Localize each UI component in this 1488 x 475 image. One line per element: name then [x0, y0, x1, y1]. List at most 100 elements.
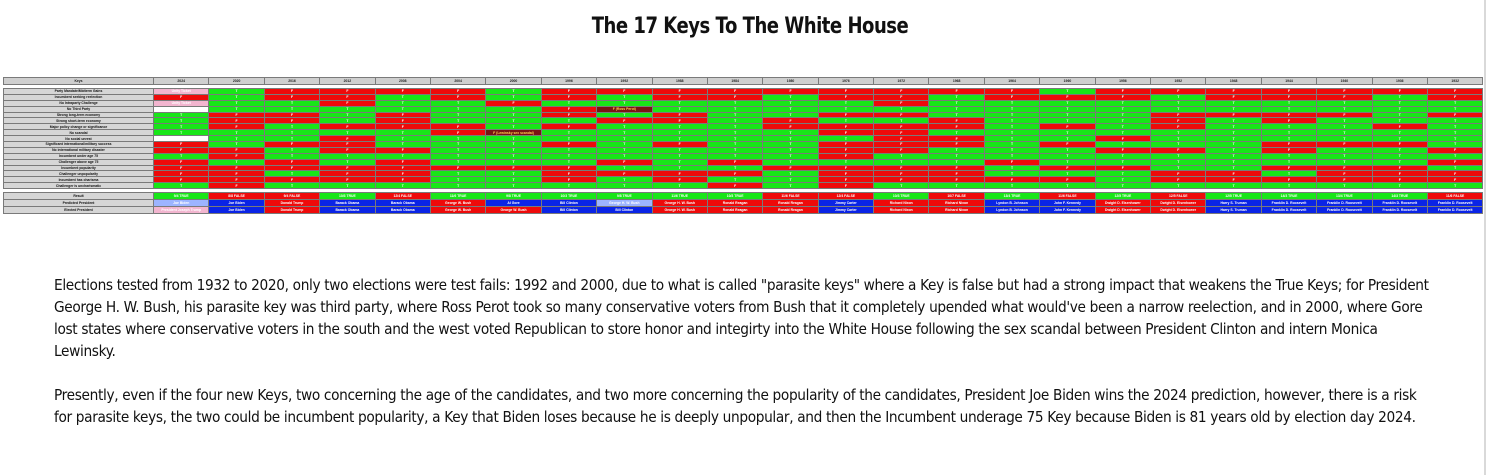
elected-cell: Dwight D. Eisenhower	[1150, 206, 1207, 215]
key-row: No social unrest T T F T T T T T T T T T F F T T F T T T T T T	[3, 135, 1484, 143]
year-header-1980: 1980	[762, 77, 819, 85]
elected-cell: Richard Nixon	[873, 206, 930, 215]
result-cell: 10/3 TRUE	[873, 192, 930, 201]
result-cell: 11/6 FALSE	[1426, 192, 1484, 201]
key-row: Incumbent popularity F F F F F F F F T T T F F F F T F F T T…	[3, 164, 1484, 172]
year-header-1984: 1984	[706, 77, 764, 85]
result-cell: 10/7 FALSE	[928, 192, 985, 201]
key-cell: T	[1426, 135, 1484, 143]
keys-table: Keys 2024 2020 2016 2012 2008 2004 2000 1996 1992…	[3, 77, 1484, 215]
year-header-1960: 1960	[1039, 77, 1096, 85]
predicted-cell: George H. W. Bush	[596, 199, 653, 208]
result-cell: 14/3 TRUE	[1260, 192, 1318, 201]
spacer-cell	[3, 84, 1483, 89]
predicted-cell: Barack Obama	[319, 199, 376, 208]
result-cell: 12/4 FALSE	[374, 192, 431, 201]
elected-cell: Dwight D. Eisenhower	[1094, 206, 1152, 215]
key-cell: T	[1426, 123, 1484, 131]
predicted-cell: Franklin D. Roosevelt	[1426, 199, 1484, 208]
predicted-row: Predicted President Joe Biden Joe Biden Don…	[3, 199, 1484, 208]
elected-cell: George H. W. Bush	[651, 206, 708, 215]
year-header-2024: 2024	[152, 77, 210, 85]
page-title: The 17 Keys To The White House	[591, 14, 909, 39]
elected-cell: Harry S. Truman	[1205, 206, 1262, 215]
predicted-cell: Richard Nixon	[928, 199, 985, 208]
year-header-row: Keys 2024 2020 2016 2012 2008 2004 2000 1996 1992…	[3, 77, 1484, 85]
year-header-1948: 1948	[1205, 77, 1262, 85]
result-cell: 14/3 TRUE	[1371, 192, 1428, 201]
year-header-1972: 1972	[873, 77, 930, 85]
year-header-1976: 1976	[817, 77, 875, 85]
year-header-1932: 1932	[1426, 77, 1484, 85]
year-header-2012: 2012	[319, 77, 376, 85]
key-row: Incumbent seeking reelection F T F F T F T F T F F T…	[3, 93, 1484, 101]
result-cell: 12/4 FALSE	[817, 192, 875, 201]
year-header-1952: 1952	[1150, 77, 1207, 85]
year-header-2020: 2020	[208, 77, 265, 85]
keys-column-header: Keys	[3, 77, 154, 85]
elected-cell: Barack Obama	[374, 206, 431, 215]
result-row: Result 9/4 TRUE 8/8 FALSE 9/4 FALSE 10/3 TRU…	[3, 192, 1484, 201]
year-header-1992: 1992	[596, 77, 653, 85]
elected-cell: Richard Nixon	[928, 206, 985, 215]
result-cell: 9/8 TRUE	[485, 192, 542, 201]
predicted-cell: Harry S. Truman	[1205, 199, 1262, 208]
elected-cell: President Joseph Trump	[152, 206, 210, 215]
predicted-cell: Barack Obama	[374, 199, 431, 208]
elected-cell: Joe Biden	[208, 206, 265, 215]
key-cell: T	[1426, 152, 1484, 160]
key-cell: F	[1426, 146, 1484, 154]
result-cell: 12/5 FALSE	[1150, 192, 1207, 201]
predicted-label: Predicted President	[3, 199, 154, 208]
result-cell: 13/4 TRUE	[983, 192, 1041, 201]
key-cell: T	[1426, 141, 1484, 148]
key-cell: F	[1426, 158, 1484, 166]
predicted-cell: Dwight D. Eisenhower	[1094, 199, 1152, 208]
predicted-cell: Franklin D. Roosevelt	[1371, 199, 1428, 208]
elected-cell: Franklin D. Roosevelt	[1426, 206, 1484, 215]
year-header-1968: 1968	[928, 77, 985, 85]
predicted-cell: George W. Bush	[429, 199, 487, 208]
year-header-2016: 2016	[263, 77, 321, 85]
result-cell: 9/4 TRUE	[152, 192, 210, 201]
key-row: Challenger unpopularity F F T F F T T F F F F T F F F T T…	[3, 170, 1484, 178]
elected-cell: Bill Clinton	[540, 206, 598, 215]
predicted-cell: Richard Nixon	[873, 199, 930, 208]
year-header-2008: 2008	[374, 77, 431, 85]
year-header-1964: 1964	[983, 77, 1041, 85]
key-row: Significant international/military succe…	[3, 141, 1484, 148]
result-cell: 10/3 TRUE	[540, 192, 598, 201]
elected-cell: Jimmy Carter	[817, 206, 875, 215]
elected-cell: John F. Kennedy	[1039, 206, 1096, 215]
key-cell: T	[1426, 129, 1484, 137]
spacer-row	[3, 84, 1483, 89]
predicted-cell: Jimmy Carter	[817, 199, 875, 208]
predicted-cell: Franklin D. Roosevelt	[1316, 199, 1373, 208]
predicted-cell: Joe Biden	[152, 199, 210, 208]
key-row: No international military disaster F F T F F T…	[3, 146, 1484, 154]
elected-cell: Donald Trump	[263, 206, 321, 215]
elected-cell: Lyndon B. Johnson	[983, 206, 1041, 215]
key-cell: T	[1426, 164, 1484, 172]
result-cell: 13/4 TRUE	[1316, 192, 1373, 201]
key-cell: F	[1426, 176, 1484, 184]
elected-cell: George W. Bush	[429, 206, 487, 215]
year-header-1956: 1956	[1094, 77, 1152, 85]
key-row: Strong short-term economy T F F T F T T T F F T F T T F…	[3, 117, 1484, 125]
paragraph-2024-prediction: Presently, even if the four new Keys, tw…	[54, 386, 1417, 426]
key-cell: F	[1426, 170, 1484, 178]
result-cell: 8/8 FALSE	[208, 192, 265, 201]
predicted-cell: Franklin D. Roosevelt	[1260, 199, 1318, 208]
predicted-cell: John F. Kennedy	[1039, 199, 1096, 208]
predicted-cell: George H. W. Bush	[651, 199, 708, 208]
predicted-cell: Bill Clinton	[540, 199, 598, 208]
paragraph-parasite-keys: Elections tested from 1932 to 2020, only…	[54, 276, 1429, 360]
year-header-2004: 2004	[429, 77, 487, 85]
result-cell: 10/3 TRUE	[706, 192, 764, 201]
key-row: No scandal T T T T T F F (Lewinsky sex scandal)…	[3, 129, 1484, 137]
year-header-2000: 2000	[485, 77, 542, 85]
elected-cell: Franklin D. Roosevelt	[1371, 206, 1428, 215]
predicted-cell: Joe Biden	[208, 199, 265, 208]
result-cell: 12/5 TRUE	[1205, 192, 1262, 201]
result-cell: 11/6 TRUE	[651, 192, 708, 201]
